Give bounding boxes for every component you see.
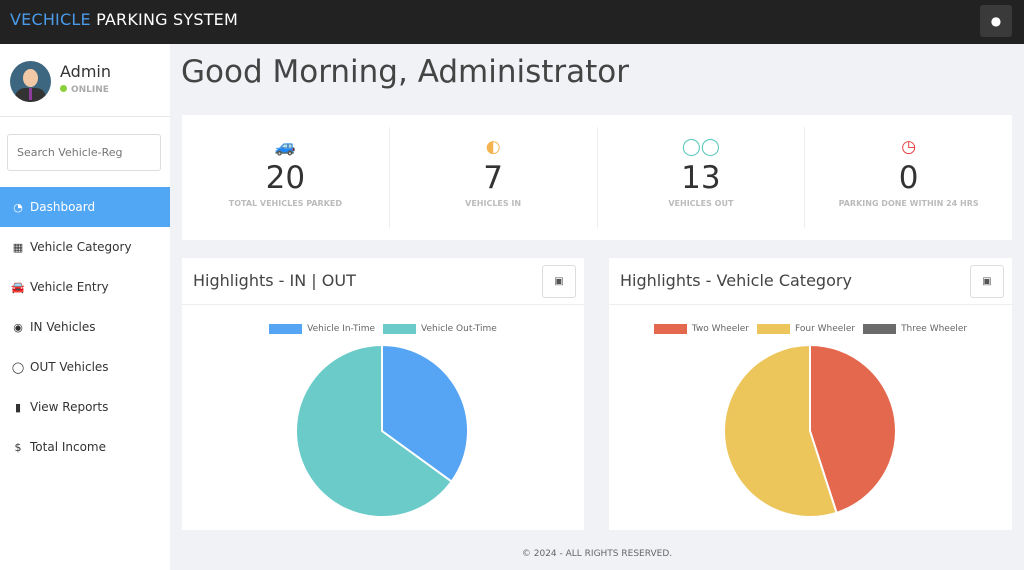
user-profile: Admin ONLINE xyxy=(0,44,170,117)
stat-label: VEHICLES OUT xyxy=(668,199,734,208)
sidebar-item-view-reports[interactable]: ▮ View Reports xyxy=(0,387,170,427)
in-out-chart-card: Highlights - IN | OUT ▣ Vehicle In-Time V… xyxy=(182,258,584,530)
stat-vehicles-out: ◯◯ 13 VEHICLES OUT xyxy=(596,127,805,228)
legend-swatch xyxy=(383,324,417,334)
legend-swatch xyxy=(863,324,897,334)
pie-slice-vehicle-out-time[interactable] xyxy=(295,343,453,518)
legend-item[interactable]: Two Wheeler xyxy=(653,324,749,334)
save-image-button[interactable]: ▣ xyxy=(542,265,576,298)
card-title: Highlights - IN | OUT xyxy=(193,271,356,290)
user-menu-button[interactable]: ● xyxy=(980,5,1012,37)
toggle-off-icon: ◯ xyxy=(11,360,25,374)
legend-item[interactable]: Four Wheeler xyxy=(757,324,855,334)
car-icon: 🚘 xyxy=(11,280,25,294)
stat-value: 0 xyxy=(898,160,919,196)
legend-item[interactable]: Vehicle In-Time xyxy=(269,324,375,334)
category-chart-card: Highlights - Vehicle Category ▣ Two Whee… xyxy=(609,258,1012,530)
stat-vehicles-in: ◐ 7 VEHICLES IN xyxy=(388,127,597,228)
clock-icon: ◷ xyxy=(901,137,917,157)
avatar xyxy=(10,61,51,102)
sidebar: Admin ONLINE ◔Dashboard▦Vehicle Category… xyxy=(0,44,170,570)
sidebar-item-total-income[interactable]: $ Total Income xyxy=(0,427,170,467)
pie-slice-four-wheeler[interactable] xyxy=(723,343,838,518)
legend-item[interactable]: Three Wheeler xyxy=(863,324,967,334)
pie-slice-vehicle-in-time[interactable] xyxy=(381,343,469,483)
save-image-button[interactable]: ▣ xyxy=(970,265,1004,298)
status-badge: ONLINE xyxy=(60,85,109,95)
page-title: Good Morning, Administrator xyxy=(181,54,630,90)
dollar-icon: $ xyxy=(14,440,22,454)
chart-legend: Vehicle In-Time Vehicle Out-Time xyxy=(182,324,584,334)
profile-name: Admin xyxy=(60,62,111,81)
legend-item[interactable]: Vehicle Out-Time xyxy=(383,324,497,334)
toggle-on-icon: ◐ xyxy=(485,137,501,157)
pie-chart xyxy=(295,343,469,518)
stats-panel: 🚙 20 TOTAL VEHICLES PARKED ◐ 7 VEHICLES IN ◯◯ 1… xyxy=(182,115,1012,240)
stat-value: 20 xyxy=(265,160,306,196)
user-circle-icon: ● xyxy=(990,14,1002,28)
chart-legend: Two Wheeler Four Wheeler Three Wheeler xyxy=(609,324,1012,334)
toggle-off-icon: ◯◯ xyxy=(681,137,720,157)
pie-slice-two-wheeler[interactable] xyxy=(809,343,897,515)
top-bar: VECHICLE PARKING SYSTEM ● xyxy=(0,0,1024,44)
legend-swatch xyxy=(653,324,687,334)
sidebar-nav: ◔ Dashboard ▦ Vehicle Category 🚘 Vehicle Entr… xyxy=(0,187,170,467)
sidebar-item-dashboard[interactable]: ◔ Dashboard xyxy=(0,187,170,227)
image-icon: ▣ xyxy=(554,276,564,287)
stat-parking-done-within-24-hrs: ◷ 0 PARKING DONE WITHIN 24 HRS xyxy=(804,127,1012,228)
image-icon: ▣ xyxy=(982,276,992,287)
brand-logo[interactable]: VECHICLE PARKING SYSTEM xyxy=(10,10,238,29)
stat-label: PARKING DONE WITHIN 24 HRS xyxy=(838,199,979,208)
footer: © 2024 - ALL RIGHTS RESERVED. xyxy=(521,549,673,559)
legend-swatch xyxy=(269,324,303,334)
toggle-on-icon: ◉ xyxy=(13,320,23,334)
search-input[interactable] xyxy=(7,134,161,171)
sidebar-item-in-vehicles[interactable]: ◉ IN Vehicles xyxy=(0,307,170,347)
stat-value: 7 xyxy=(483,160,503,196)
stat-label: VEHICLES IN xyxy=(465,199,522,208)
pie-chart xyxy=(723,343,897,518)
car-icon: 🚙 xyxy=(274,137,296,157)
card-title: Highlights - Vehicle Category xyxy=(620,271,852,290)
stat-total-vehicles-parked: 🚙 20 TOTAL VEHICLES PARKED xyxy=(182,115,389,240)
file-icon: ▮ xyxy=(14,400,22,414)
online-dot-icon xyxy=(60,85,67,92)
dashboard-icon: ◔ xyxy=(13,200,23,214)
legend-swatch xyxy=(757,324,791,334)
sidebar-item-out-vehicles[interactable]: ◯ OUT Vehicles xyxy=(11,360,109,374)
sidebar-item-vehicle-category[interactable]: ▦ Vehicle Category xyxy=(0,227,170,267)
grid-icon: ▦ xyxy=(12,240,24,254)
stat-value: 13 xyxy=(681,160,721,196)
stat-label: TOTAL VEHICLES PARKED xyxy=(228,199,342,208)
sidebar-item-vehicle-entry[interactable]: 🚘 Vehicle Entry xyxy=(11,280,109,294)
